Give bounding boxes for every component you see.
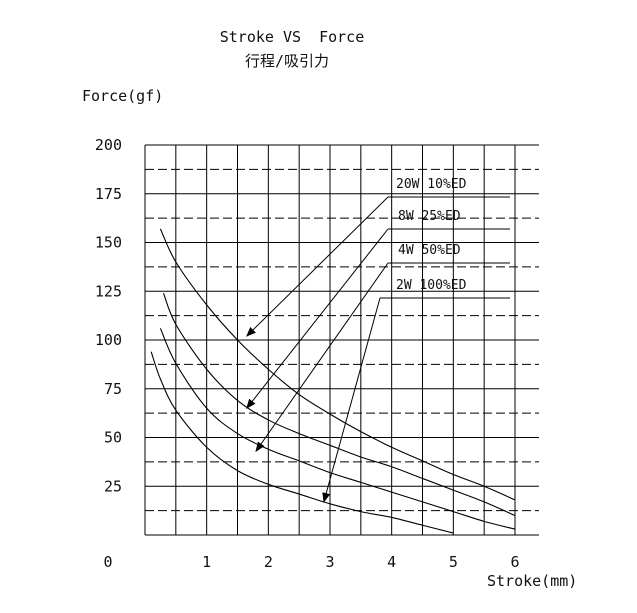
x-tick-label: 4 [387,553,396,571]
x-tick-label: 5 [449,553,458,571]
y-tick-label: 75 [104,380,122,398]
x-tick-label: 2 [264,553,273,571]
y-tick-label: 50 [104,429,122,447]
y-tick-label: 150 [95,234,122,252]
legend-arrow-2 [246,228,389,410]
legend-label-1: 20W 10%ED [396,177,467,192]
legend-label-3: 4W 50%ED [398,243,461,258]
x-tick-label: 3 [325,553,334,571]
series-line-3 [159,328,516,530]
chart-title: Stroke VS Force [220,28,365,46]
y-tick-label: 25 [104,477,122,495]
legend-arrow-4 [322,297,381,503]
series-line-2 [162,292,516,517]
chart-subtitle: 行程/吸引力 [245,52,329,70]
series-line-1 [159,228,516,501]
y-axis-label: Force(gf) [82,87,163,105]
legend: 20W 10%ED 8W 25%ED 4W 50%ED 2W 100%ED [246,177,510,503]
x-tick-label: 6 [510,553,519,571]
series-line-4 [150,351,454,534]
x-tick-label: 0 [103,553,112,571]
legend-arrow-1 [246,196,389,337]
tick-labels: 25 50 75 100 125 150 175 200 0 1 2 3 4 5 6 [95,136,520,571]
legend-label-4: 2W 100%ED [396,278,467,293]
legend-arrow-3 [255,262,389,452]
x-axis-label: Stroke(mm) [487,572,577,590]
y-tick-label: 200 [95,136,122,154]
x-tick-label: 1 [202,553,211,571]
y-tick-label: 100 [95,331,122,349]
y-tick-label: 125 [95,282,122,300]
force-curves [150,228,516,534]
legend-label-2: 8W 25%ED [398,209,461,224]
y-tick-label: 175 [95,185,122,203]
